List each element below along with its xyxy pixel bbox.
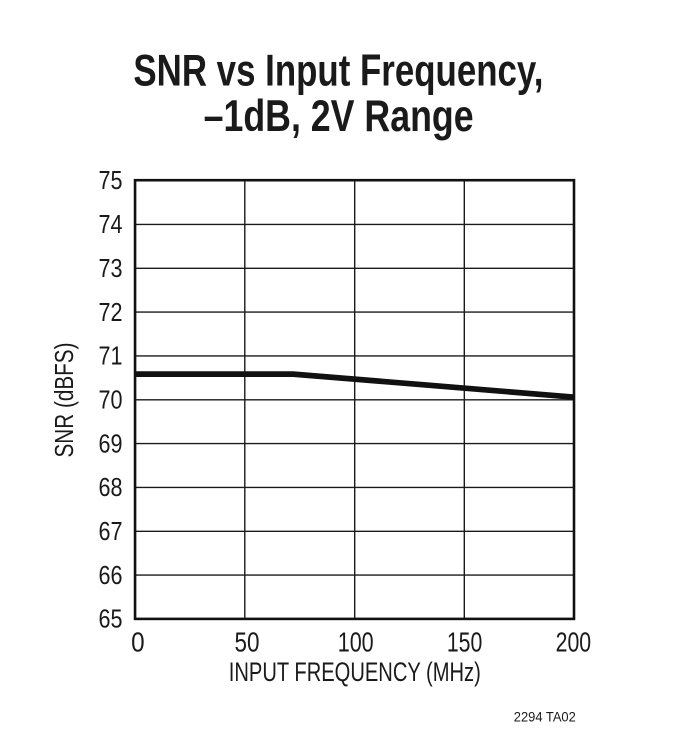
svg-text:INPUT FREQUENCY (MHz): INPUT FREQUENCY (MHz) <box>229 657 481 687</box>
svg-text:0: 0 <box>131 627 145 658</box>
svg-text:73: 73 <box>99 253 123 283</box>
svg-text:50: 50 <box>235 627 260 658</box>
svg-text:SNR (dBFS): SNR (dBFS) <box>51 343 79 458</box>
svg-text:71: 71 <box>99 341 123 371</box>
svg-text:72: 72 <box>99 297 123 327</box>
svg-text:65: 65 <box>99 604 123 634</box>
svg-text:69: 69 <box>99 428 123 458</box>
svg-text:67: 67 <box>99 516 123 546</box>
svg-text:70: 70 <box>99 385 123 415</box>
svg-text:68: 68 <box>99 472 123 502</box>
svg-text:SNR vs Input Frequency,: SNR vs Input Frequency, <box>133 46 543 95</box>
svg-text:75: 75 <box>99 165 123 195</box>
svg-text:74: 74 <box>99 209 123 239</box>
svg-text:200: 200 <box>556 627 592 658</box>
svg-text:100: 100 <box>338 627 374 658</box>
svg-text:150: 150 <box>447 627 483 658</box>
svg-text:–1dB, 2V Range: –1dB, 2V Range <box>204 92 474 141</box>
svg-text:2294 TA02: 2294 TA02 <box>514 709 576 724</box>
svg-text:66: 66 <box>99 560 123 590</box>
